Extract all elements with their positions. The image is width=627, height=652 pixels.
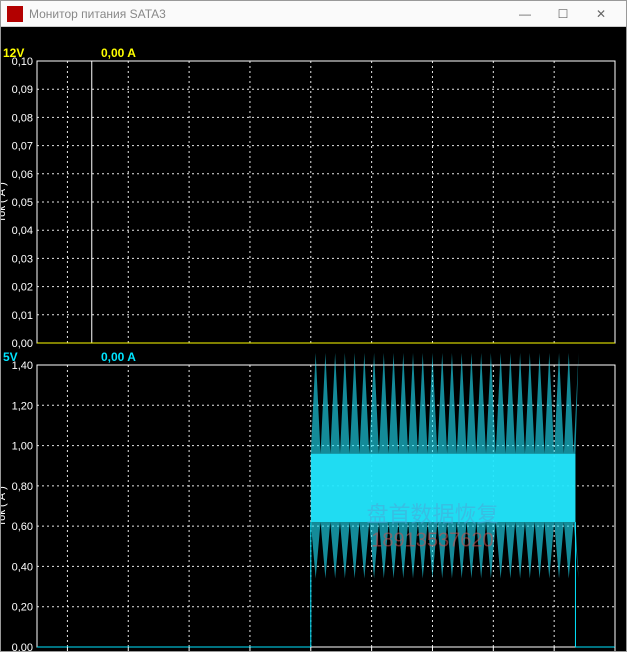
y-axis-label: ток ( А ) xyxy=(1,486,8,526)
ytick-label: 0,60 xyxy=(12,521,33,533)
window-title: Монитор питания SATA3 xyxy=(29,7,506,21)
ytick-label: 0,10 xyxy=(12,56,33,68)
ytick-label: 0,00 xyxy=(12,642,33,651)
ytick-label: 0,09 xyxy=(12,84,33,96)
ytick-label: 0,40 xyxy=(12,561,33,573)
ytick-label: 0,80 xyxy=(12,481,33,493)
banner-value: 0,00 A xyxy=(101,46,136,60)
maximize-button[interactable]: ☐ xyxy=(544,1,582,26)
ytick-label: 0,05 xyxy=(12,197,33,209)
ytick-label: 0,20 xyxy=(12,602,33,614)
banner-value: 0,00 A xyxy=(101,350,136,364)
close-button[interactable]: ✕ xyxy=(582,1,620,26)
chart-area: 12V0,00 A0,000,010,020,030,040,050,060,0… xyxy=(1,27,626,651)
ytick-label: 0,07 xyxy=(12,141,33,153)
watermark-text-1: 盘首数据恢复 xyxy=(366,502,498,527)
ytick-label: 0,06 xyxy=(12,169,33,181)
signal-upper-spikes xyxy=(311,353,579,454)
ytick-label: 0,03 xyxy=(12,253,33,265)
ytick-label: 1,00 xyxy=(12,441,33,453)
ytick-label: 1,40 xyxy=(12,360,33,372)
app-red-icon xyxy=(7,6,23,22)
oscilloscope-chart: 12V0,00 A0,000,010,020,030,040,050,060,0… xyxy=(1,27,626,651)
titlebar[interactable]: Монитор питания SATA3 — ☐ ✕ xyxy=(1,1,626,27)
watermark-text-2: 18913537620 xyxy=(371,529,493,551)
ytick-label: 0,01 xyxy=(12,310,33,322)
ytick-label: 0,00 xyxy=(12,338,33,350)
y-axis-label: ток ( А ) xyxy=(1,182,8,222)
ytick-label: 1,20 xyxy=(12,400,33,412)
ytick-label: 0,02 xyxy=(12,282,33,294)
ytick-label: 0,04 xyxy=(12,225,33,237)
ytick-label: 0,08 xyxy=(12,112,33,124)
app-window: Монитор питания SATA3 — ☐ ✕ 12V0,00 A0,0… xyxy=(0,0,627,652)
minimize-button[interactable]: — xyxy=(506,1,544,26)
